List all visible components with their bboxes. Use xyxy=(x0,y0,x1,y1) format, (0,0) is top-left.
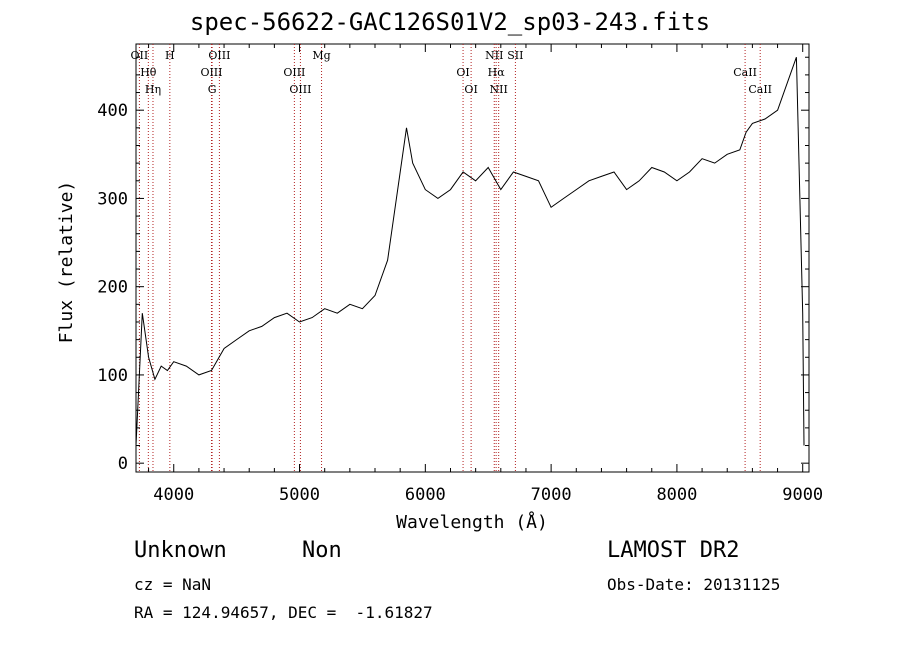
x-tick-label: 5000 xyxy=(279,485,320,505)
emission-line-label: SII xyxy=(507,49,523,62)
emission-line-label: OI xyxy=(464,83,477,96)
emission-line-label: CaII xyxy=(748,83,772,96)
y-axis-ticks: 0 100 200 300 400 xyxy=(97,56,809,474)
x-axis-label: Wavelength (Å) xyxy=(396,511,548,533)
emission-line-label: OIII xyxy=(289,83,311,96)
subclass-label: Non xyxy=(302,538,342,563)
x-axis-ticks: 4000 5000 6000 7000 8000 9000 xyxy=(148,44,823,505)
cz-value: cz = NaN xyxy=(134,575,212,594)
emission-line-label: Hα xyxy=(488,66,506,79)
emission-line-label: H xyxy=(165,49,175,62)
classification-label: Unknown xyxy=(134,538,227,563)
y-tick-label: 0 xyxy=(118,454,128,474)
observation-date: Obs-Date: 20131125 xyxy=(607,575,781,594)
emission-line-label: OI xyxy=(456,66,469,79)
plot-frame xyxy=(135,43,810,473)
chart-title: spec-56622-GAC126S01V2_sp03-243.fits xyxy=(189,8,711,36)
coordinates: RA = 124.94657, DEC = -1.61827 xyxy=(134,603,433,622)
spectrum-line xyxy=(135,57,805,446)
y-axis-label: Flux (relative) xyxy=(56,181,77,344)
emission-line-label: NII xyxy=(490,83,508,96)
y-tick-label: 400 xyxy=(97,101,128,121)
emission-line-label: Hθ xyxy=(140,66,157,79)
emission-line-label: Mg xyxy=(312,49,330,62)
emission-line-label: NII xyxy=(485,49,503,62)
y-tick-label: 300 xyxy=(97,189,128,209)
emission-line-markers xyxy=(138,44,761,472)
emission-line-label: Hη xyxy=(145,83,161,96)
x-tick-label: 9000 xyxy=(782,485,823,505)
x-tick-label: 4000 xyxy=(153,485,194,505)
emission-line-label: OII xyxy=(131,49,149,62)
emission-line-label: G xyxy=(208,83,217,96)
emission-line-label: OIII xyxy=(283,66,305,79)
x-tick-label: 6000 xyxy=(405,485,446,505)
y-tick-label: 100 xyxy=(97,366,128,386)
emission-line-label: OIII xyxy=(208,49,230,62)
y-tick-label: 200 xyxy=(97,278,128,298)
survey-label: LAMOST DR2 xyxy=(607,538,740,563)
emission-line-label: CaII xyxy=(733,66,757,79)
x-tick-label: 7000 xyxy=(531,485,572,505)
x-tick-label: 8000 xyxy=(656,485,697,505)
emission-line-labels: OII Hθ Hη H OIII G OIII OIII OIII Mg OI OI NII Hα NII S… xyxy=(131,49,772,96)
emission-line-label: OIII xyxy=(200,66,222,79)
